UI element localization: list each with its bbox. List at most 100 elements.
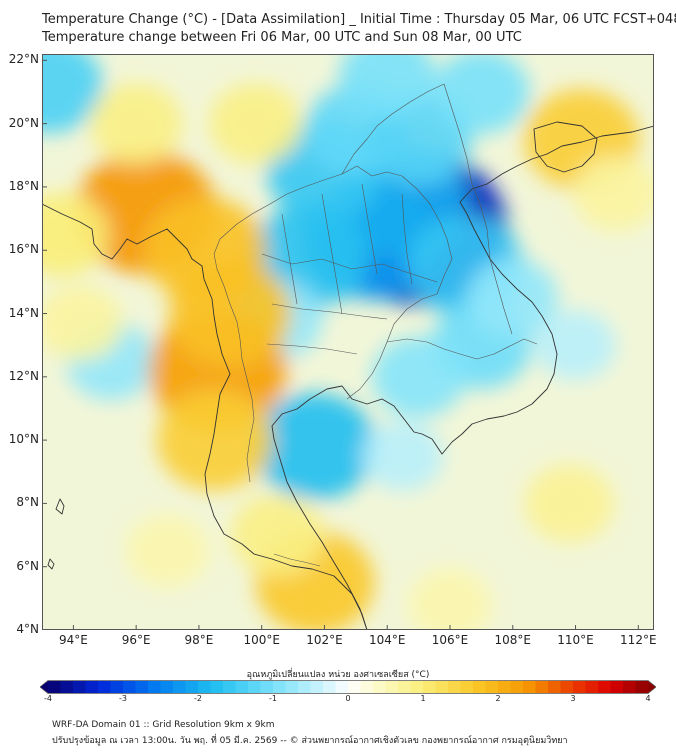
andaman-island — [55, 498, 65, 515]
field-cell — [338, 54, 436, 119]
y-tick-label: 20°N — [8, 115, 39, 130]
colorbar-segment — [485, 681, 499, 693]
coastlines — [42, 121, 654, 630]
x-tick-label: 110°E — [557, 633, 594, 647]
colorbar-title: อุณหภูมิเปลี่ยนแปลง หน่วย องศาเซลเซียส (… — [246, 670, 430, 680]
x-tick-label: 100°E — [243, 633, 280, 647]
colorbar-segment — [510, 681, 524, 693]
colorbar-tick-label: 0 — [345, 694, 351, 703]
y-tick-label: 14°N — [8, 305, 39, 320]
y-tick-label: 8°N — [16, 495, 39, 510]
colorbar-segment — [160, 681, 174, 693]
colorbar-segment — [173, 681, 187, 693]
colorbar-segment — [410, 681, 424, 693]
colorbar — [40, 680, 656, 694]
field-cell — [89, 83, 183, 165]
x-tick-label: 96°E — [121, 633, 151, 647]
colorbar-tick-label: -1 — [269, 694, 277, 703]
colorbar-segment — [448, 681, 462, 693]
colorbar-segment — [335, 681, 349, 693]
colorbar-segment — [273, 681, 287, 693]
colorbar-min-arrow — [40, 681, 48, 693]
field-cell — [230, 494, 325, 576]
y-tick-label: 18°N — [8, 178, 39, 193]
field-cell — [156, 389, 273, 491]
colorbar-segment — [223, 681, 237, 693]
x-tick-label: 108°E — [494, 633, 532, 647]
thailand-border — [219, 165, 453, 400]
chart-subtitle: Temperature change between Fri 06 Mar, 0… — [42, 30, 522, 45]
colorbar-segment — [360, 681, 374, 693]
mainland-coastline — [42, 203, 368, 630]
colorbar-segment — [210, 681, 224, 693]
colorbar-segment — [598, 681, 612, 693]
colorbar-segment — [423, 681, 437, 693]
map-canvas — [42, 54, 654, 630]
colorbar-segment — [123, 681, 137, 693]
colorbar-segment — [85, 681, 99, 693]
province-lines — [261, 183, 438, 355]
y-tick-label: 22°N — [8, 52, 39, 67]
footer-model-info: WRF-DA Domain 01 :: Grid Resolution 9km … — [52, 720, 275, 730]
field-cell — [362, 420, 444, 491]
colorbar-segment — [110, 681, 124, 693]
y-tick-label: 16°N — [8, 242, 39, 257]
colorbar-segment — [560, 681, 574, 693]
colorbar-segment — [285, 681, 299, 693]
colorbar-outline — [40, 680, 656, 694]
colorbar-segment — [185, 681, 199, 693]
colorbar-segment — [198, 681, 212, 693]
colorbar-segment — [248, 681, 262, 693]
cambodia-border — [386, 338, 538, 360]
vietnam-laos-border — [443, 83, 513, 335]
colorbar-segment — [135, 681, 149, 693]
myanmar-thailand-border — [213, 238, 255, 483]
colorbar-segment — [398, 681, 412, 693]
colorbar-segment — [148, 681, 162, 693]
colorbar-segment — [435, 681, 449, 693]
colorbar-segment — [535, 681, 549, 693]
x-tick-label: 104°E — [368, 633, 406, 647]
nicobar-island — [47, 558, 55, 570]
colorbar-segment — [323, 681, 337, 693]
malaysia-border — [273, 553, 321, 567]
colorbar-tick-label: 3 — [570, 694, 576, 703]
field-cell — [535, 310, 616, 381]
colorbar-segment — [235, 681, 249, 693]
x-tick-label: 98°E — [184, 633, 214, 647]
field-cell — [253, 393, 377, 500]
colorbar-segment — [523, 681, 537, 693]
map-frame — [42, 54, 654, 630]
field-cell — [42, 54, 104, 134]
field-cell — [169, 260, 292, 367]
y-tick-label: 4°N — [16, 622, 39, 636]
y-tick-label: 10°N — [8, 432, 39, 447]
laos-border — [341, 83, 445, 175]
field-cell — [408, 568, 492, 630]
colorbar-segment — [473, 681, 487, 693]
colorbar-segment — [573, 681, 587, 693]
colorbar-max-arrow — [648, 681, 656, 693]
colorbar-segment — [310, 681, 324, 693]
field-cell — [572, 155, 654, 232]
x-tick-label: 94°E — [58, 633, 88, 647]
colorbar-segment — [60, 681, 74, 693]
chart-title: Temperature Change (°C) - [Data Assimila… — [42, 12, 676, 27]
colorbar-segment — [48, 681, 62, 693]
field-cell — [42, 285, 124, 361]
colorbar-segment — [548, 681, 562, 693]
y-tick-label: 6°N — [16, 558, 39, 573]
colorbar-segment — [385, 681, 399, 693]
y-tick-label: 12°N — [8, 368, 39, 383]
colorbar-segment — [298, 681, 312, 693]
colorbar-segment — [98, 681, 112, 693]
admin-boundaries — [213, 83, 538, 567]
field-cell — [433, 54, 530, 134]
x-tick-label: 106°E — [431, 633, 469, 647]
colorbar-segment — [498, 681, 512, 693]
colorbar-tick-label: -2 — [194, 694, 202, 703]
field-cell — [42, 192, 110, 277]
colorbar-tick-label: 4 — [645, 694, 651, 703]
temperature-map — [42, 54, 654, 630]
x-tick-label: 112°E — [620, 633, 657, 647]
